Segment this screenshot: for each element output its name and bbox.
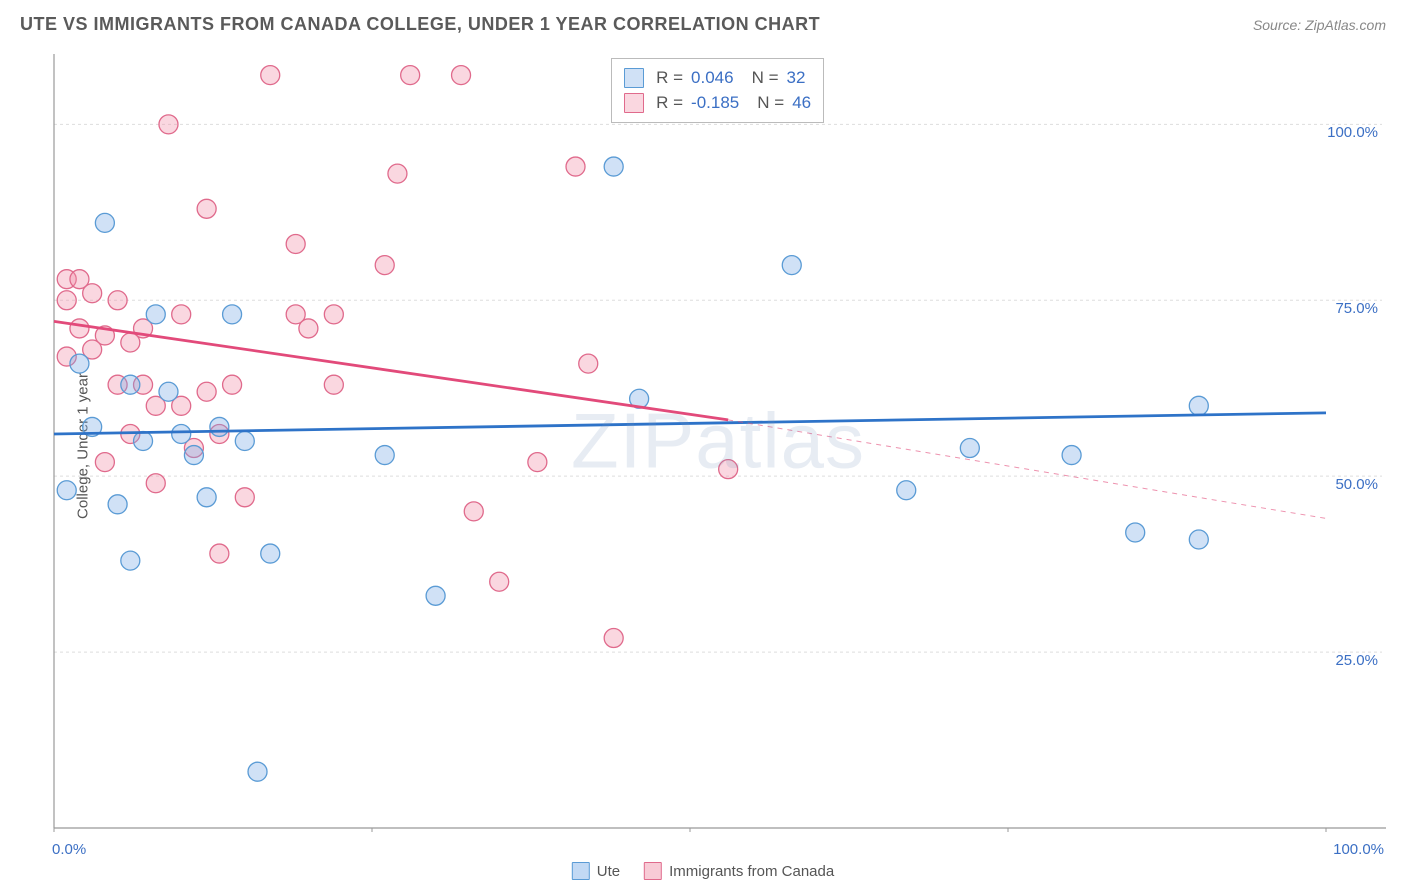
stats-legend-box: R = 0.046 N = 32 R = -0.185 N = 46 (611, 58, 824, 123)
stats-row-immigrants-from-canada: R = -0.185 N = 46 (624, 90, 811, 116)
bottom-legend: Ute Immigrants from Canada (572, 862, 834, 880)
y-tick-75: 75.0% (1335, 300, 1378, 317)
x-tick-100: 100.0% (1333, 841, 1384, 858)
legend-label-canada: Immigrants from Canada (669, 863, 834, 880)
x-tick-0: 0.0% (52, 841, 86, 858)
chart-area: ZIPatlas R = 0.046 N = 32 R = -0.185 N =… (50, 50, 1386, 832)
legend-swatch-ute (572, 862, 590, 880)
y-tick-50: 50.0% (1335, 476, 1378, 493)
legend-item-ute: Ute (572, 862, 620, 880)
chart-svg (50, 50, 1386, 832)
legend-item-canada: Immigrants from Canada (644, 862, 834, 880)
stats-row-ute: R = 0.046 N = 32 (624, 65, 811, 91)
y-tick-25: 25.0% (1335, 652, 1378, 669)
legend-label-ute: Ute (597, 863, 620, 880)
y-tick-100: 100.0% (1327, 124, 1378, 141)
legend-swatch-canada (644, 862, 662, 880)
source-label: Source: ZipAtlas.com (1253, 17, 1386, 33)
chart-title: UTE VS IMMIGRANTS FROM CANADA COLLEGE, U… (20, 14, 820, 35)
